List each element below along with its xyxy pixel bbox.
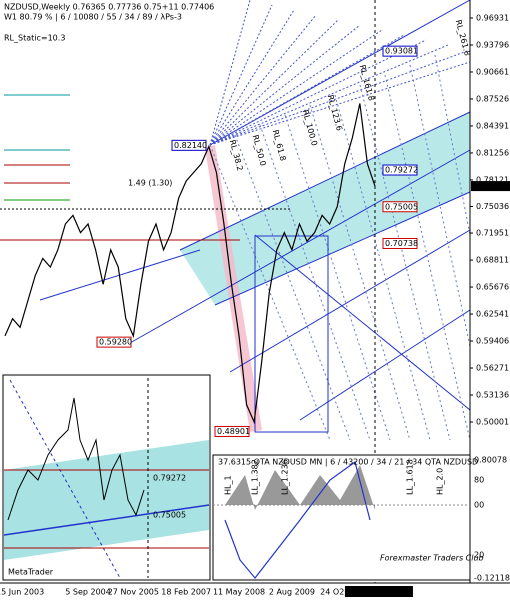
y-tick-label: 0.93796: [476, 40, 509, 49]
channel-line: [179, 111, 471, 251]
y-tick-label: 0.84391: [476, 121, 509, 130]
indicator-level-label: HL_2.0: [436, 468, 445, 495]
price-label-box: [382, 45, 418, 57]
indicator-scale-label: 0.80078: [474, 456, 507, 465]
indicator-level-label: LL_1.236: [281, 459, 290, 495]
y-tick-label: 0.53136: [476, 391, 509, 400]
fan-line: [209, 54, 493, 146]
price-label: 0.75005: [385, 202, 418, 211]
channel-line: [254, 234, 471, 411]
price-label: 0.70738: [385, 239, 418, 248]
y-tick-label: 0.81256: [476, 148, 509, 157]
channel-line: [229, 229, 471, 373]
y-tick-label: 0.59406: [476, 337, 509, 346]
fan-line: [209, 19, 339, 146]
fan-line: [209, 9, 295, 146]
x-tick-label: 11 May 2008: [213, 588, 265, 597]
fan-line: [234, 134, 351, 441]
inset-price: [7, 397, 145, 521]
indicator-area: [225, 465, 375, 510]
annotation: 1.49 (1.30): [128, 179, 172, 188]
inset-brand: MetaTrader: [8, 568, 54, 577]
channel-line: [129, 149, 471, 344]
x-label-box: [344, 586, 413, 597]
price-label-box: [382, 201, 418, 213]
y-tick-label: 0.78121: [476, 175, 509, 184]
y-tick-label: 0.56271: [476, 364, 509, 373]
y-tick-label: 0.75036: [476, 202, 509, 211]
channel-band: [180, 112, 470, 305]
indicator-level-label: LL_1.618: [406, 459, 415, 495]
indicator-scale-label: 00: [474, 501, 484, 510]
inset-label: 0.79272: [153, 474, 186, 483]
fan-line: [309, 104, 411, 441]
fan-line: [409, 64, 491, 441]
x-tick-label: 24 O: [320, 588, 339, 597]
x-tick-label: 27 Nov 2005: [108, 588, 159, 597]
x-tick-label: 18 Feb 2007: [161, 588, 211, 597]
indicator-scale-label: 20: [474, 551, 484, 560]
fan-line: [209, 24, 361, 146]
fan-line: [209, 4, 273, 146]
x-tick-label: 2011.12.23 23:59: [339, 588, 410, 597]
fan-line: [209, 29, 383, 146]
current-price-box: [471, 181, 510, 192]
fan-line: [259, 124, 371, 441]
price-label-box: [382, 164, 418, 176]
annotation: RL_Static=10.3: [4, 34, 65, 43]
watermark: Forexmaster Traders Club: [380, 554, 484, 563]
indicator-level-label: LL_1.382: [251, 459, 260, 495]
price-label: 0.48901: [217, 427, 250, 436]
y-tick-label: 0.68811: [476, 256, 509, 265]
x-tick-label: 2 Aug 2009: [269, 588, 315, 597]
box: [254, 235, 329, 433]
indicator-level-label: HL_1: [224, 475, 233, 495]
indicator-line: [224, 461, 371, 579]
x-tick-label: 5 Sep 2004: [65, 588, 111, 597]
axis-bg: [470, 0, 510, 583]
price-label-box: [382, 237, 418, 249]
inset-line: [9, 379, 121, 579]
y-tick-label: 0.87526: [476, 94, 509, 103]
x-tick-label: 15 Jun 2003: [0, 588, 44, 597]
price-label-box: [214, 425, 250, 437]
channel-line: [214, 191, 471, 306]
fan-line: [209, 44, 449, 146]
current-price-label: 0.77406: [474, 182, 507, 191]
fan-line: [209, 0, 251, 146]
y-tick-label: 0.50001: [476, 417, 509, 426]
price-label: 0.79272: [385, 166, 418, 175]
y-tick-label: 0.71951: [476, 229, 509, 238]
fan-line: [209, 144, 331, 441]
fan-line: [284, 114, 391, 441]
price-label: 0.93081: [385, 47, 418, 56]
fan-line: [209, 34, 405, 146]
indicator-scale-label: 80: [474, 476, 484, 485]
price-label-box: [96, 336, 132, 348]
y-tick-label: 0.62541: [476, 310, 509, 319]
indicator-scale-label: -0.12118: [474, 574, 510, 583]
chart-subtitle: W1 80.79 % | 6 / 10080 / 55 / 34 / 89 / …: [4, 13, 182, 22]
y-tick-label: 0.90661: [476, 67, 509, 76]
price-line: [4, 103, 376, 425]
indicator-window: [212, 454, 471, 581]
indicator-title: 37.6315 QTA NZDUSD MN | 6 / 43200 / 34 /…: [218, 458, 478, 467]
price-label: 0.59280: [99, 338, 132, 347]
y-tick-label: 0.96931: [476, 14, 509, 23]
inset-label: 0.75005: [153, 511, 186, 520]
fan-line: [209, 39, 427, 146]
y-tick-label: 0.65676: [476, 283, 509, 292]
price-label: 0.82140: [174, 141, 207, 150]
wedge: [205, 145, 262, 432]
price-label-box: [171, 139, 207, 151]
inset-line: [3, 504, 210, 536]
chart-title: NZDUSD,Weekly 0.76365 0.77736 0.75+11 0.…: [4, 3, 214, 12]
